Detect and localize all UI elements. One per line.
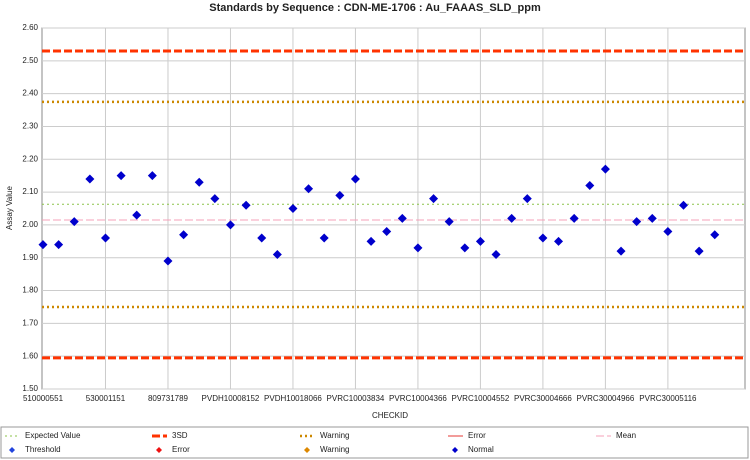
chart-title: Standards by Sequence : CDN-ME-1706 : Au…: [209, 2, 541, 14]
legend-label: Warning: [320, 445, 350, 454]
y-tick-label: 1.80: [22, 286, 38, 295]
legend-label: Error: [468, 431, 486, 440]
y-tick-label: 2.50: [22, 56, 38, 65]
point: [54, 240, 64, 250]
legend-box: [0, 426, 749, 459]
point: [647, 213, 657, 223]
point: [382, 226, 392, 236]
point: [163, 256, 173, 266]
point: [69, 217, 79, 227]
x-tick-label: PVRC30004666: [514, 394, 572, 403]
point: [616, 246, 626, 256]
x-tick-label: PVRC10004552: [452, 394, 510, 403]
x-tick-label: PVRC10003834: [327, 394, 385, 403]
point: [319, 233, 329, 243]
point: [710, 230, 720, 240]
x-tick-label: PVRC30004966: [576, 394, 634, 403]
point: [116, 171, 126, 181]
y-tick-label: 2.60: [22, 23, 38, 32]
point: [194, 177, 204, 187]
y-tick-label: 1.60: [22, 351, 38, 360]
point: [491, 249, 501, 259]
legend-marker: [304, 447, 310, 453]
legend-label: Expected Value: [25, 431, 81, 440]
y-tick-label: 2.30: [22, 122, 38, 131]
point: [210, 194, 220, 204]
y-axis-label: Assay Value: [5, 186, 14, 230]
x-tick-label: 530001151: [86, 394, 126, 403]
legend-label: Normal: [468, 445, 494, 454]
legend-label: Mean: [616, 431, 636, 440]
point: [475, 236, 485, 246]
point: [85, 174, 95, 184]
point: [554, 236, 564, 246]
point: [569, 213, 579, 223]
point: [335, 190, 345, 200]
y-tick-label: 1.70: [22, 318, 38, 327]
point: [600, 164, 610, 174]
point: [100, 233, 110, 243]
legend-label: 3SD: [172, 431, 188, 440]
point: [257, 233, 267, 243]
point: [288, 204, 298, 213]
point: [585, 181, 595, 191]
point: [663, 226, 673, 236]
point: [366, 236, 376, 246]
point: [272, 249, 282, 259]
point: [225, 220, 235, 230]
legend-marker: [452, 447, 458, 453]
point: [38, 240, 48, 250]
y-tick-label: 2.10: [22, 187, 38, 196]
y-tick-label: 1.90: [22, 253, 38, 262]
x-tick-label: PVRC10004366: [389, 394, 447, 403]
point: [632, 217, 642, 227]
point: [522, 194, 532, 204]
legend-label: Error: [172, 445, 190, 454]
x-tick-label: PVRC30005116: [639, 394, 697, 403]
legend-label: Threshold: [25, 445, 61, 454]
point: [507, 213, 517, 223]
x-tick-label: 510000551: [23, 394, 64, 403]
x-tick-label: 809731789: [148, 394, 189, 403]
point: [694, 246, 704, 256]
point: [413, 243, 423, 253]
point: [460, 243, 470, 253]
y-tick-label: 2.00: [22, 220, 38, 229]
point: [132, 210, 142, 220]
y-tick-label: 2.40: [22, 89, 38, 98]
y-tick-label: 2.20: [22, 154, 38, 163]
point: [350, 174, 360, 184]
point: [679, 200, 689, 210]
x-tick-label: PVDH10008152: [202, 394, 260, 403]
y-tick-label: 1.50: [22, 384, 38, 393]
point: [397, 213, 407, 223]
point: [444, 217, 454, 227]
point: [147, 171, 157, 181]
point: [179, 230, 189, 240]
point: [304, 184, 314, 194]
legend-label: Warning: [320, 431, 350, 440]
plot-area: [41, 27, 746, 390]
x-axis-label: CHECKID: [372, 411, 408, 420]
legend-marker: [156, 447, 162, 453]
point: [538, 233, 548, 243]
legend-marker: [9, 447, 15, 453]
x-tick-label: PVDH10018066: [264, 394, 322, 403]
point: [429, 194, 439, 204]
point: [241, 200, 251, 210]
